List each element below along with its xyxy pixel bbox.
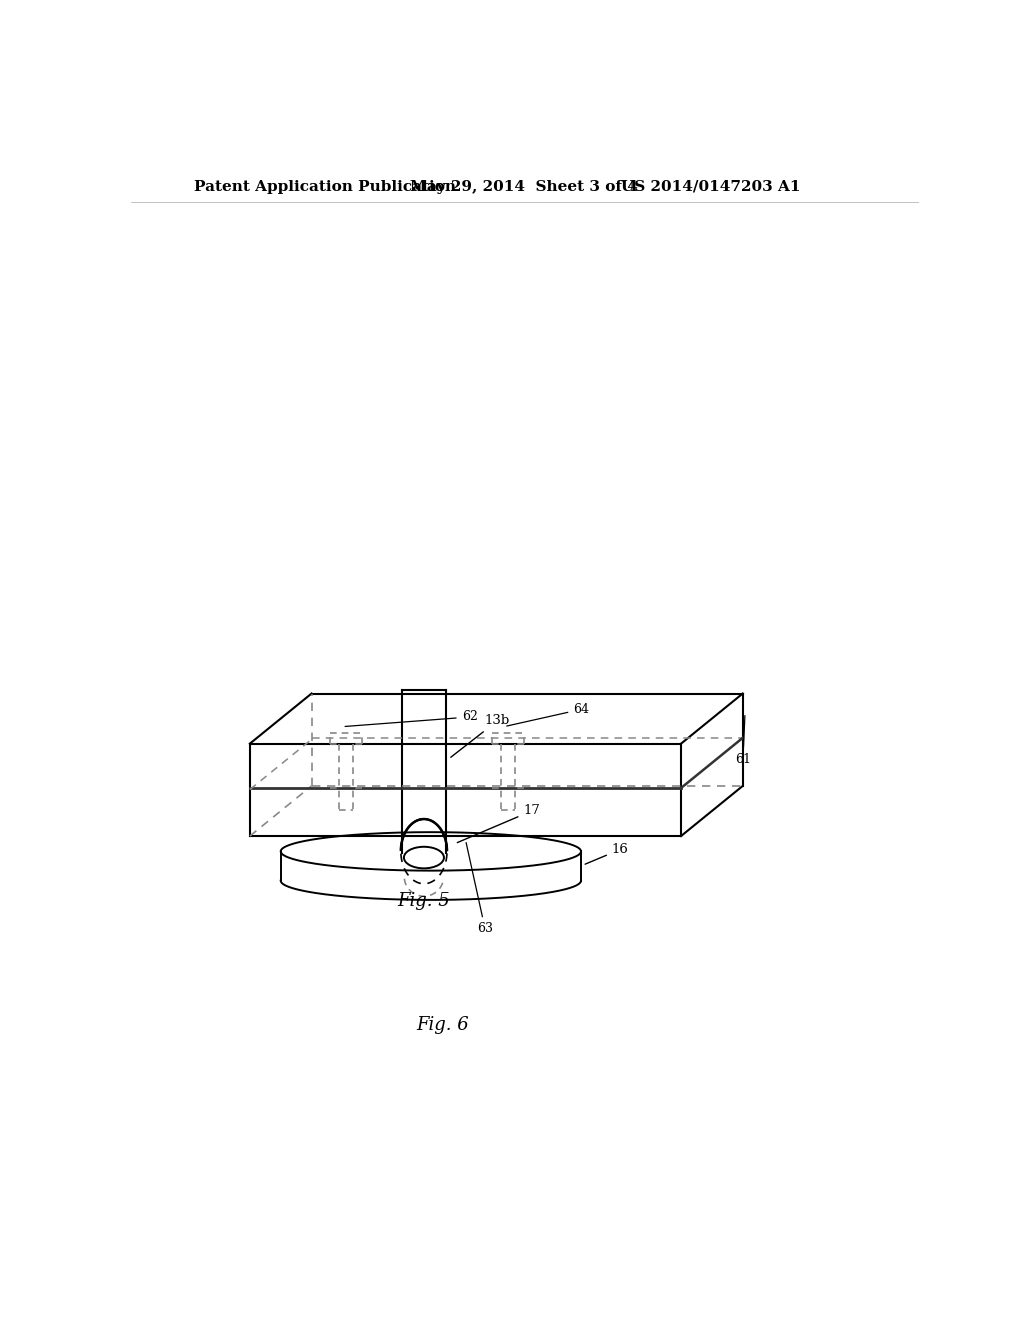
Text: 16: 16	[585, 843, 629, 865]
Text: 61: 61	[735, 715, 751, 766]
Text: 64: 64	[507, 702, 589, 726]
Text: 62: 62	[345, 710, 477, 726]
Text: 13b: 13b	[451, 714, 510, 758]
Text: 63: 63	[466, 842, 494, 936]
Text: Patent Application Publication: Patent Application Publication	[194, 180, 456, 194]
Text: May 29, 2014  Sheet 3 of 4: May 29, 2014 Sheet 3 of 4	[410, 180, 638, 194]
Text: Fig. 5: Fig. 5	[396, 892, 450, 911]
Text: 17: 17	[458, 804, 540, 842]
Text: US 2014/0147203 A1: US 2014/0147203 A1	[621, 180, 801, 194]
Text: Fig. 6: Fig. 6	[416, 1015, 469, 1034]
